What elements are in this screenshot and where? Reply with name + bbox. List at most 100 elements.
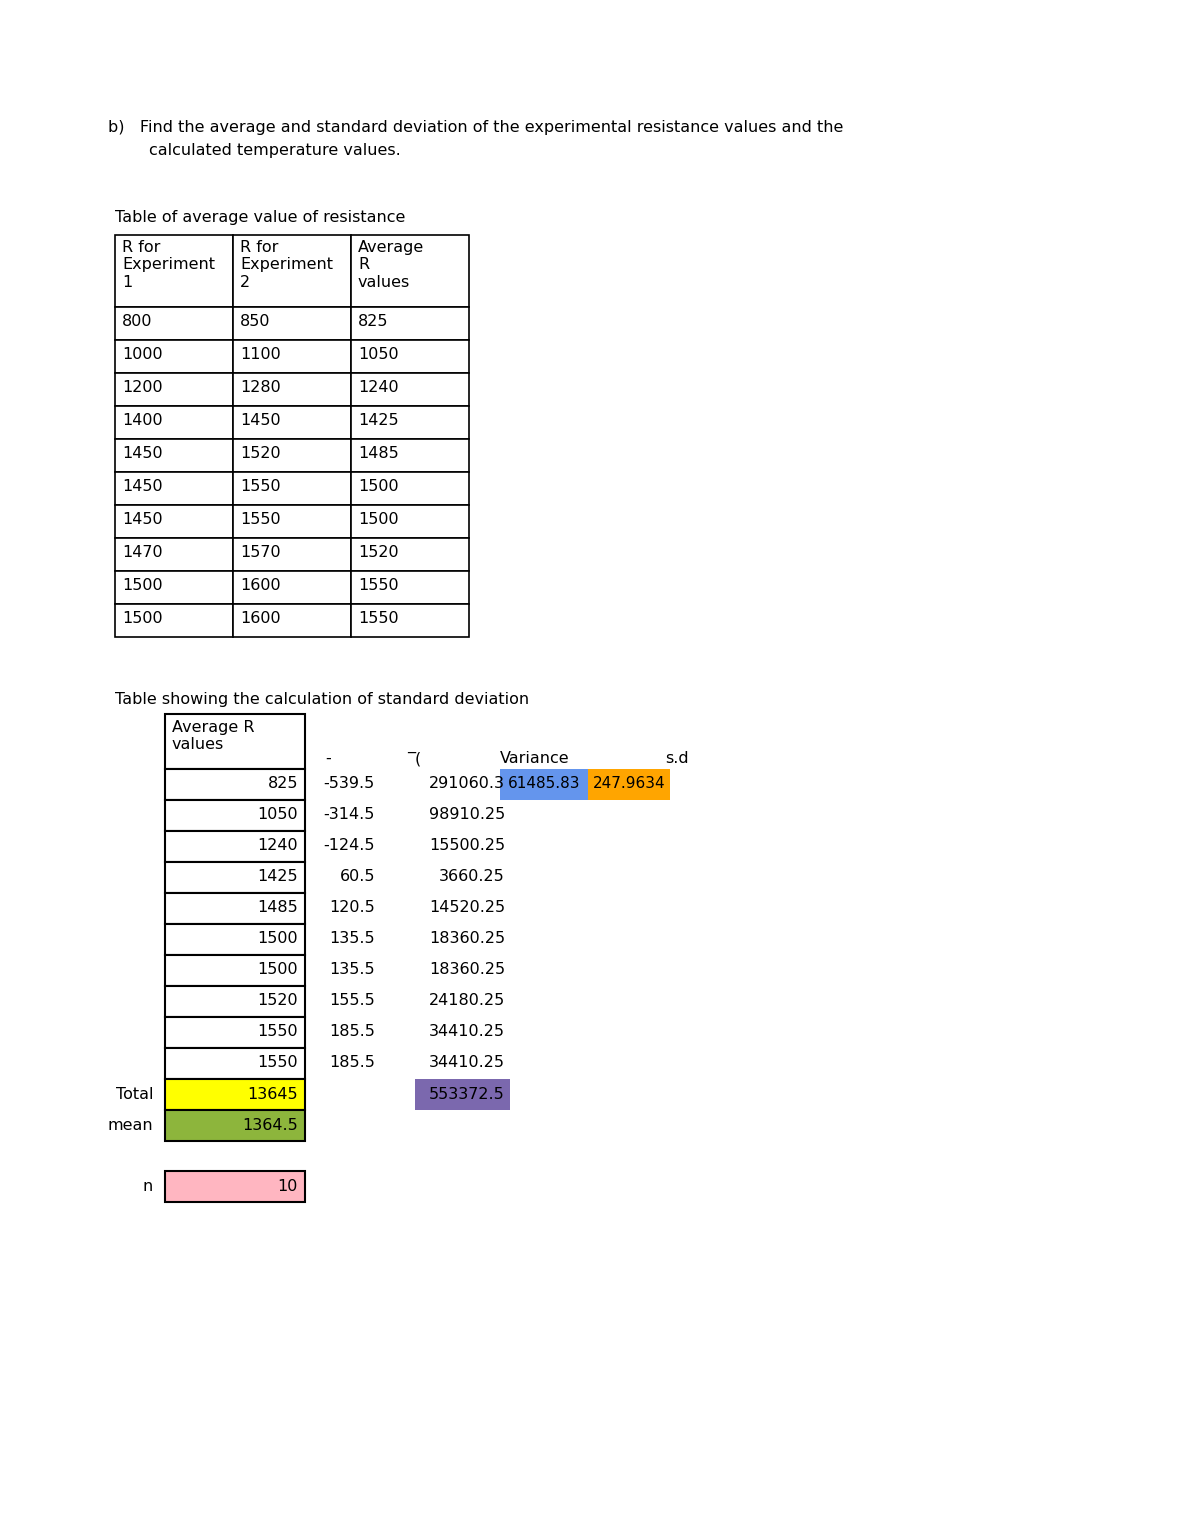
Bar [115,340,233,373]
Text: -539.5: -539.5 [324,776,375,792]
Text: 60.5: 60.5 [339,869,375,884]
Bar [165,1049,305,1080]
Text: Variance: Variance [500,752,570,765]
Bar [351,236,469,306]
Text: 1425: 1425 [358,413,399,428]
Text: 1470: 1470 [123,545,163,561]
Text: 1000: 1000 [123,346,163,362]
Bar [165,893,305,924]
Bar [233,340,351,373]
Text: 825: 825 [358,314,388,330]
Text: mean: mean [107,1118,154,1133]
Text: 1500: 1500 [123,578,163,593]
Text: 14520.25: 14520.25 [428,899,505,915]
Text: 1050: 1050 [257,807,298,822]
Text: 1500: 1500 [257,932,298,946]
Text: 247.9634: 247.9634 [593,776,665,792]
Text: 10: 10 [277,1180,298,1194]
Text: ̅(: ̅( [415,752,421,765]
Bar [165,768,305,799]
Bar [233,571,351,604]
Text: 185.5: 185.5 [330,1024,375,1040]
Bar [351,571,469,604]
Bar [165,862,305,893]
Bar [115,604,233,638]
Bar [115,471,233,505]
Bar [115,306,233,340]
Text: 135.5: 135.5 [330,962,375,976]
Text: R for
Experiment
2: R for Experiment 2 [240,240,333,290]
Text: -124.5: -124.5 [324,838,375,853]
Bar [233,537,351,571]
Text: 1240: 1240 [358,380,399,394]
Text: 1200: 1200 [123,380,163,394]
Bar [415,1080,511,1110]
Bar [233,471,351,505]
Text: 1050: 1050 [358,346,399,362]
Bar [351,407,469,439]
Bar [115,439,233,471]
Text: 553372.5: 553372.5 [430,1087,505,1103]
Text: 18360.25: 18360.25 [428,962,505,976]
Bar [115,236,233,306]
Text: 1425: 1425 [257,869,298,884]
Bar [165,955,305,986]
Text: 98910.25: 98910.25 [428,807,505,822]
Bar [165,1016,305,1049]
Bar [351,373,469,407]
Text: 1600: 1600 [240,611,281,625]
Text: 1100: 1100 [240,346,281,362]
Bar [233,407,351,439]
Bar [165,1080,305,1110]
Text: 1550: 1550 [358,578,399,593]
Bar [165,1170,305,1203]
Text: s.d: s.d [665,752,689,765]
Text: Average
R
values: Average R values [358,240,425,290]
Text: 1450: 1450 [240,413,281,428]
Text: 825: 825 [268,776,298,792]
Text: Table of average value of resistance: Table of average value of resistance [115,209,406,225]
Bar [233,604,351,638]
Text: 1400: 1400 [123,413,163,428]
Text: 1485: 1485 [358,447,399,460]
Text: 1600: 1600 [240,578,281,593]
Text: -314.5: -314.5 [324,807,375,822]
Text: 1500: 1500 [358,479,399,494]
Bar [165,799,305,832]
Text: 1500: 1500 [123,611,163,625]
Bar [165,986,305,1016]
Text: 291060.3: 291060.3 [430,776,505,792]
Text: calculated temperature values.: calculated temperature values. [108,143,401,159]
Text: 850: 850 [240,314,270,330]
Text: 1550: 1550 [358,611,399,625]
Text: 1520: 1520 [240,447,281,460]
Bar [233,236,351,306]
Text: 1485: 1485 [257,899,298,915]
Bar [351,604,469,638]
Bar [351,306,469,340]
Text: 1520: 1520 [358,545,399,561]
Text: R for
Experiment
1: R for Experiment 1 [123,240,215,290]
Text: 1500: 1500 [358,511,399,527]
Text: 1280: 1280 [240,380,281,394]
Bar [165,924,305,955]
Text: 1550: 1550 [257,1024,298,1040]
Text: 800: 800 [123,314,152,330]
Text: 15500.25: 15500.25 [428,838,505,853]
Bar [233,439,351,471]
Bar [500,768,588,799]
Text: 120.5: 120.5 [330,899,375,915]
Text: 34410.25: 34410.25 [430,1055,505,1070]
Bar [588,768,670,799]
Text: 1450: 1450 [123,447,163,460]
Text: Total: Total [115,1087,154,1103]
Text: 1364.5: 1364.5 [243,1118,298,1133]
Text: b)   Find the average and standard deviation of the experimental resistance valu: b) Find the average and standard deviati… [108,120,844,136]
Bar [233,505,351,537]
Bar [115,505,233,537]
Bar [351,505,469,537]
Bar [165,1110,305,1141]
Bar [351,340,469,373]
Text: 1450: 1450 [123,511,163,527]
Text: 34410.25: 34410.25 [430,1024,505,1040]
